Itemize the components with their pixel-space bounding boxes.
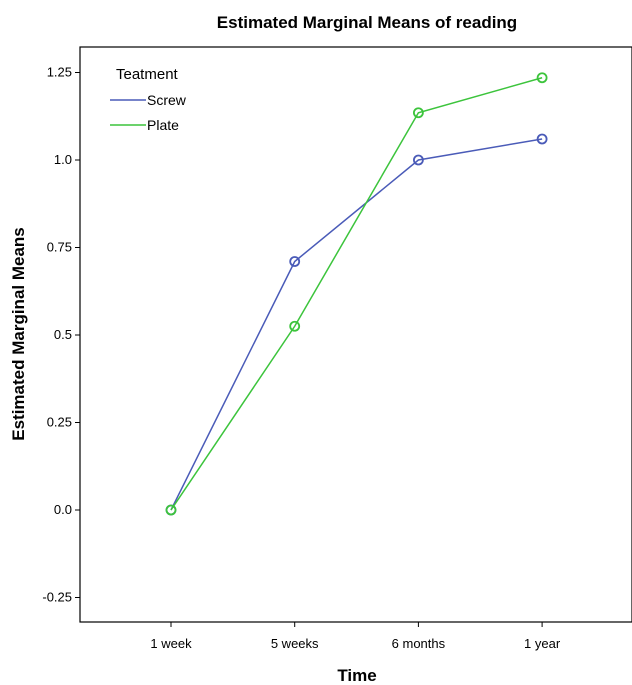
chart-title: Estimated Marginal Means of reading: [217, 13, 517, 32]
legend-title: Teatment: [116, 66, 179, 83]
series-line-screw: [170, 138, 543, 511]
x-tick-label: 1 year: [524, 636, 561, 651]
plot-frame: [79, 46, 632, 623]
y-axis-label: Estimated Marginal Means: [9, 227, 28, 441]
x-tick-label: 5 weeks: [271, 636, 319, 651]
x-axis-ticks: 1 week 5 weeks 6 months 1 year: [150, 622, 561, 651]
data-point-plate: [536, 72, 548, 84]
series-layer: [165, 72, 548, 516]
legend: Teatment Screw Plate: [110, 66, 187, 133]
x-axis-label: Time: [337, 666, 376, 685]
y-tick-label: 1.0: [54, 152, 72, 167]
y-tick-label: -0.25: [42, 590, 72, 605]
data-point-screw: [289, 256, 301, 267]
y-tick-label: 0.0: [54, 502, 72, 517]
series-line-plate: [170, 77, 543, 511]
legend-label-plate: Plate: [147, 117, 179, 133]
y-tick-label: 0.25: [47, 415, 72, 430]
y-tick-label: 0.75: [47, 240, 72, 255]
y-axis-ticks: -0.25 0.0 0.25 0.5 0.75 1.0 1.25: [42, 65, 80, 605]
data-point-plate: [412, 107, 424, 119]
x-tick-label: 1 week: [150, 636, 192, 651]
legend-label-screw: Screw: [147, 92, 187, 108]
x-tick-label: 6 months: [392, 636, 446, 651]
data-point-plate: [165, 504, 177, 516]
data-point-screw: [412, 154, 424, 166]
y-tick-label: 1.25: [47, 65, 72, 80]
data-point-screw: [536, 133, 548, 145]
y-tick-label: 0.5: [54, 327, 72, 342]
data-point-plate: [289, 320, 301, 332]
